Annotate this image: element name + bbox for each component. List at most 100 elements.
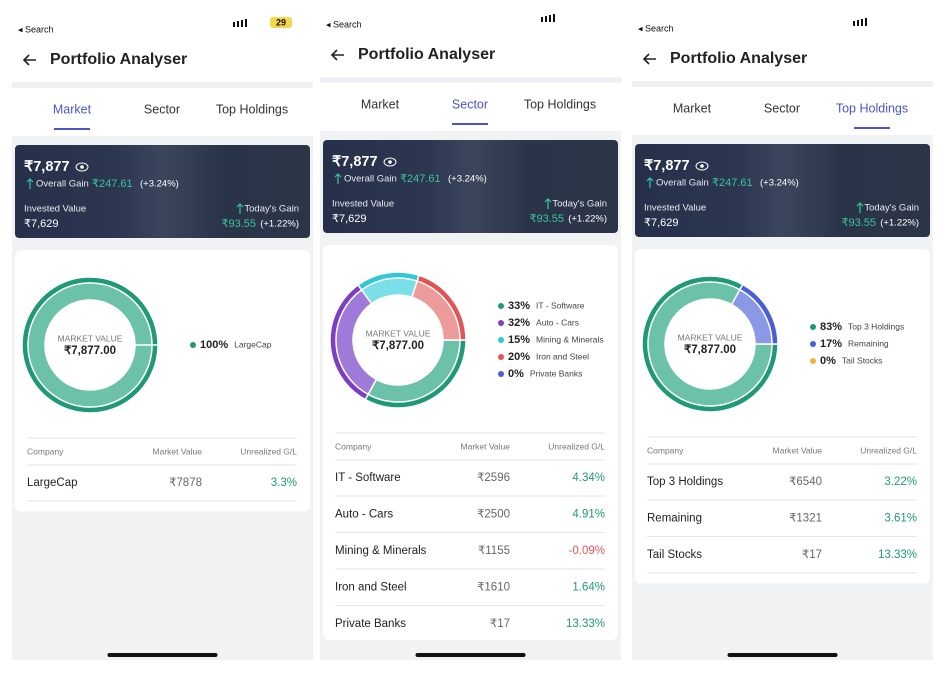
invested-value: ₹7,629 (24, 218, 59, 230)
eye-icon[interactable] (383, 157, 397, 167)
phone-screen: ◂ Search Portfolio Analyser Market Sector To… (320, 0, 621, 660)
table-header: Market Value (773, 445, 823, 455)
page-title: Portfolio Analyser (358, 46, 495, 63)
table-header: Company (647, 445, 684, 455)
signal-icon (233, 19, 247, 27)
row-company: LargeCap (27, 477, 78, 489)
home-indicator (415, 653, 526, 657)
table-header: Market Value (461, 441, 511, 451)
legend-value: 33% (508, 300, 530, 312)
tab[interactable]: Sector (144, 102, 180, 116)
eye-icon[interactable] (75, 162, 89, 172)
row-gain: 1.64% (572, 582, 605, 594)
row-market-value: ₹6540 (789, 476, 822, 488)
row-company: Auto - Cars (335, 509, 393, 521)
legend-dot (810, 324, 816, 330)
todays-gain: ₹93.55 (529, 213, 564, 225)
eye-icon[interactable] (695, 161, 709, 171)
tab-underline (854, 127, 890, 129)
donut-center-label: MARKET VALUE (678, 332, 743, 342)
summary-card (323, 140, 618, 233)
legend-label: Iron and Steel (536, 351, 589, 361)
up-arrow-icon (334, 173, 342, 184)
legend-dot (498, 371, 504, 377)
legend-value: 17% (820, 338, 842, 350)
todays-gain-pct: (+1.22%) (880, 218, 919, 229)
tab[interactable]: Market (53, 102, 92, 116)
legend-label: Mining & Minerals (536, 334, 604, 344)
header-divider (320, 77, 621, 83)
up-arrow-icon (646, 177, 654, 188)
tab[interactable]: Sector (764, 101, 800, 115)
phone-screen: ◂ Search 29 Portfolio Analyser Market Sector… (12, 0, 313, 660)
row-market-value: ₹1321 (789, 513, 822, 525)
row-gain: 3.22% (884, 476, 917, 488)
legend-label: Private Banks (530, 368, 582, 378)
back-button[interactable] (330, 49, 344, 61)
donut-center-value: ₹7,877.00 (684, 344, 736, 356)
row-gain: 4.34% (572, 472, 605, 484)
overall-gain-label: Overall Gain (344, 174, 397, 185)
row-gain: 3.3% (271, 477, 297, 489)
signal-icon (541, 14, 555, 22)
legend-label: Tail Stocks (842, 355, 883, 365)
legend-value: 15% (508, 334, 530, 346)
table-header: Company (335, 441, 372, 451)
todays-gain: ₹93.55 (221, 218, 256, 230)
row-market-value: ₹1155 (478, 545, 510, 557)
battery-icon (270, 17, 292, 28)
header-divider (12, 82, 313, 88)
eye-pupil (388, 160, 392, 164)
summary-card (15, 145, 310, 238)
up-arrow-icon (856, 202, 864, 213)
todays-gain-label: Today's Gain (244, 204, 299, 215)
tab[interactable]: Sector (452, 97, 488, 111)
table-header: Unrealized G/L (860, 445, 917, 455)
portfolio-value: ₹7,877 (24, 159, 70, 175)
donut-center-label: MARKET VALUE (366, 328, 431, 338)
eye-pupil (700, 164, 704, 168)
eye-pupil (80, 165, 84, 169)
battery-level: 29 (276, 17, 286, 27)
tab[interactable]: Market (673, 101, 712, 115)
back-button[interactable] (22, 54, 36, 66)
overall-gain-label: Overall Gain (36, 179, 89, 190)
invested-value: ₹7,629 (332, 213, 367, 225)
tab[interactable]: Top Holdings (524, 97, 596, 111)
row-market-value: ₹17 (802, 549, 822, 561)
invested-value: ₹7,629 (644, 217, 679, 229)
invested-label: Invested Value (24, 204, 86, 215)
status-back-link: ◂ Search (326, 19, 362, 29)
row-company: Top 3 Holdings (647, 476, 723, 488)
invested-label: Invested Value (332, 199, 394, 210)
legend-dot (190, 342, 196, 348)
row-company: Remaining (647, 513, 702, 525)
legend-value: 100% (200, 339, 228, 351)
overall-gain-label: Overall Gain (656, 178, 709, 189)
row-market-value: ₹17 (490, 618, 510, 630)
home-indicator (107, 653, 218, 657)
overall-gain-pct: (+3.24%) (760, 178, 799, 189)
tab[interactable]: Top Holdings (216, 102, 288, 116)
row-gain: -0.09% (569, 545, 605, 557)
donut-center-value: ₹7,877.00 (372, 340, 424, 352)
up-arrow-icon (236, 203, 244, 214)
donut-slice-rim (738, 283, 779, 345)
row-market-value: ₹2596 (477, 472, 510, 484)
donut-slice-rim (21, 276, 159, 414)
row-company: Tail Stocks (647, 549, 702, 561)
tab[interactable]: Top Holdings (836, 101, 908, 115)
home-indicator (727, 653, 838, 657)
donut-hole (666, 300, 754, 388)
back-button[interactable] (642, 53, 656, 65)
up-arrow-icon (544, 198, 552, 209)
overall-gain: ₹247.61 (712, 177, 753, 189)
row-company: Mining & Minerals (335, 545, 427, 557)
tab[interactable]: Market (361, 97, 400, 111)
legend-label: Top 3 Holdings (848, 321, 904, 331)
portfolio-value: ₹7,877 (332, 154, 378, 170)
overall-gain-pct: (+3.24%) (448, 174, 487, 185)
todays-gain-label: Today's Gain (864, 203, 919, 214)
legend-dot (498, 354, 504, 360)
